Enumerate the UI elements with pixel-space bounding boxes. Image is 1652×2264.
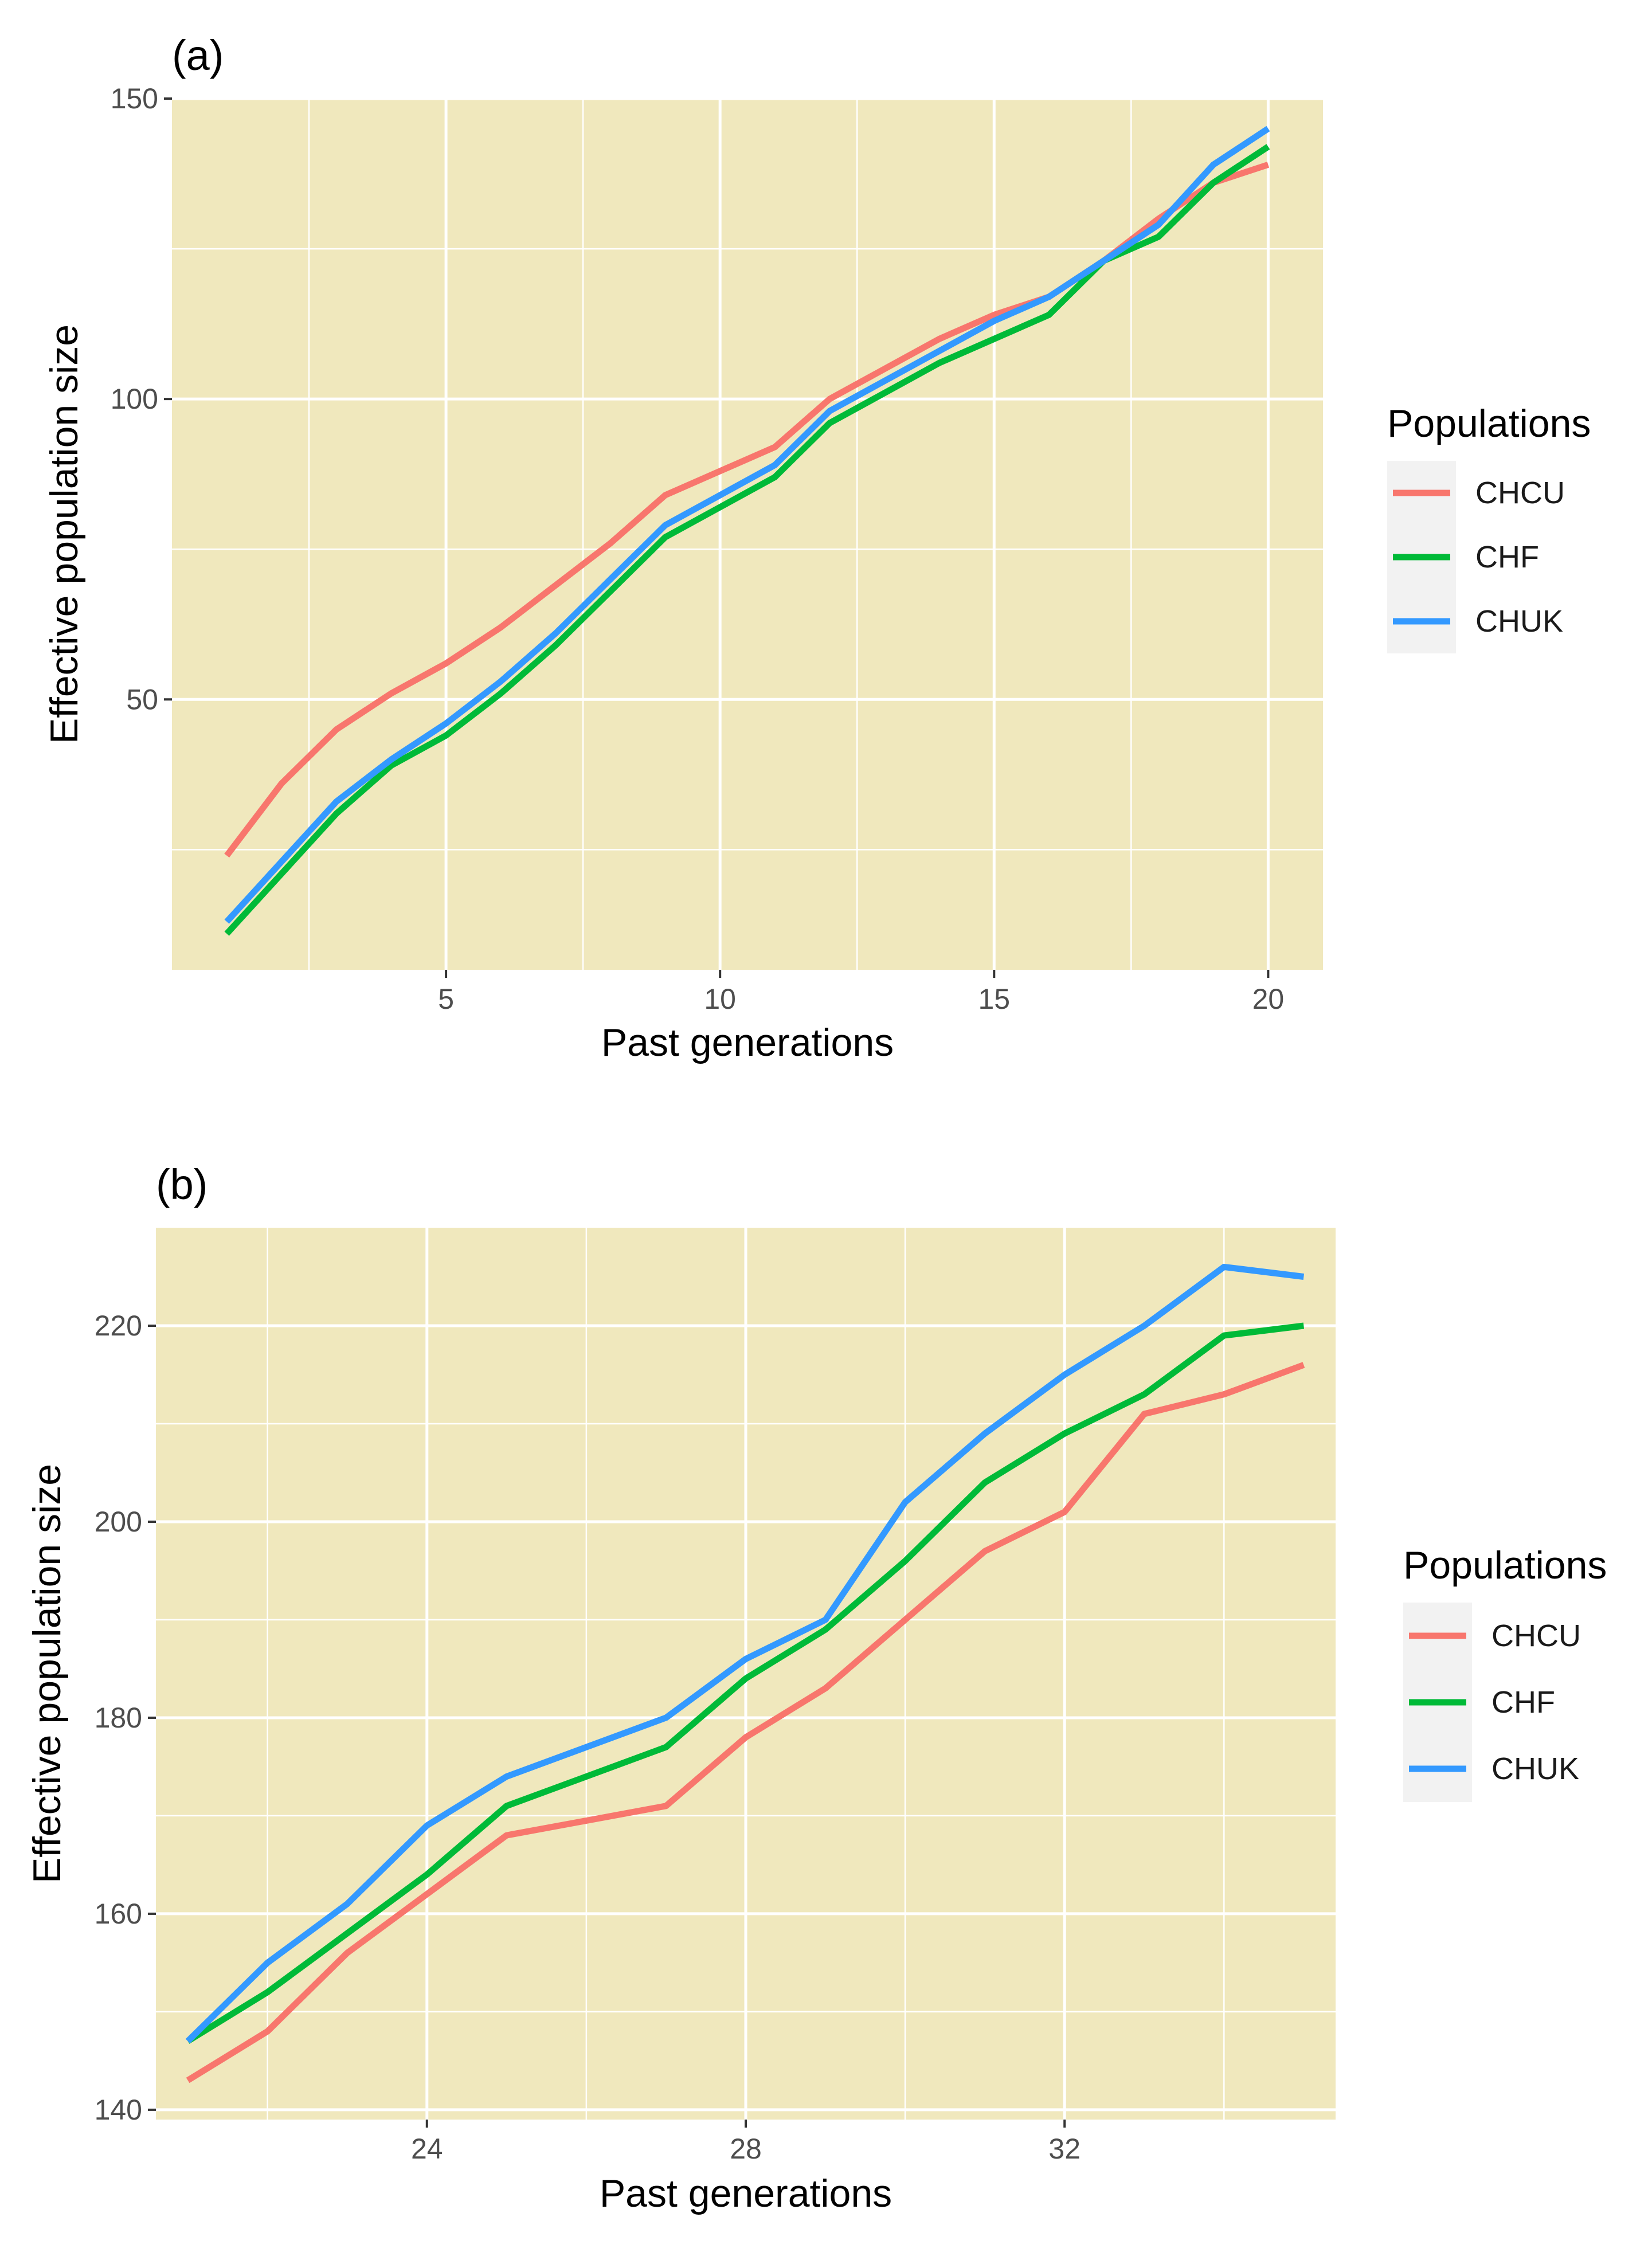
- x-tick-label: 15: [978, 983, 1010, 1015]
- legend-title: Populations: [1387, 402, 1591, 445]
- panel-b-legend: Populations CHCU CHF CHUK: [1403, 1544, 1607, 1802]
- x-tick-label: 24: [411, 2133, 443, 2165]
- panel-a-ticks: [164, 97, 1270, 978]
- panel-a-x-tick-labels: 5 10 15 20: [438, 983, 1284, 1015]
- x-tick-label: 5: [438, 983, 454, 1015]
- panel-b-x-tick-labels: 24 28 32: [411, 2133, 1081, 2165]
- series-line-chuk: [185, 1263, 1305, 2044]
- series-line-chf: [186, 1322, 1305, 2044]
- panel-a-major-grid: [172, 97, 1323, 970]
- legend-label-chuk: CHUK: [1492, 1752, 1579, 1786]
- y-tick-label: 180: [95, 1702, 142, 1734]
- panel-b-series: [185, 1263, 1305, 2083]
- y-tick-label: 140: [95, 2094, 142, 2126]
- panel-b-label: (b): [156, 1161, 208, 1208]
- y-tick-label: 150: [111, 83, 158, 115]
- panel-a-legend: Populations CHCU CHF CHUK: [1387, 402, 1591, 653]
- x-tick-label: 28: [730, 2133, 762, 2165]
- panel-b-y-tick-labels: 140 160 180 200 220: [95, 1310, 142, 2126]
- series-line-chuk: [224, 126, 1270, 924]
- panel-a: (a) 50 100 150 5 10 15 20 Past generatio…: [42, 32, 1591, 1064]
- y-tick-label: 160: [95, 1898, 142, 1930]
- y-tick-label: 220: [95, 1310, 142, 1342]
- x-tick-label: 32: [1048, 2133, 1081, 2165]
- panel-a-y-tick-labels: 50 100 150: [111, 83, 158, 715]
- legend-label-chcu: CHCU: [1475, 476, 1565, 510]
- panel-b-ticks: [148, 1324, 1066, 2128]
- panel-b-x-axis-title: Past generations: [600, 2172, 892, 2215]
- y-tick-label: 200: [95, 1506, 142, 1538]
- panel-a-x-axis-title: Past generations: [601, 1021, 894, 1064]
- y-tick-label: 100: [111, 383, 158, 415]
- legend-label-chf: CHF: [1492, 1685, 1555, 1719]
- legend-label-chuk: CHUK: [1475, 604, 1563, 639]
- legend-title: Populations: [1403, 1544, 1607, 1587]
- panel-a-series: [224, 126, 1270, 936]
- x-tick-label: 10: [704, 983, 736, 1015]
- y-tick-label: 50: [126, 683, 158, 715]
- panel-b: (b) 140 160 180 200 220 24 28 32 Past ge…: [25, 1161, 1607, 2215]
- x-tick-label: 20: [1252, 983, 1285, 1015]
- legend-label-chcu: CHCU: [1492, 1619, 1581, 1653]
- series-line-chcu: [186, 1362, 1305, 2083]
- panel-a-y-axis-title: Effective population size: [42, 324, 86, 744]
- panel-b-y-axis-title: Effective population size: [25, 1464, 69, 1883]
- legend-label-chf: CHF: [1475, 540, 1539, 574]
- panel-a-label: (a): [172, 32, 224, 79]
